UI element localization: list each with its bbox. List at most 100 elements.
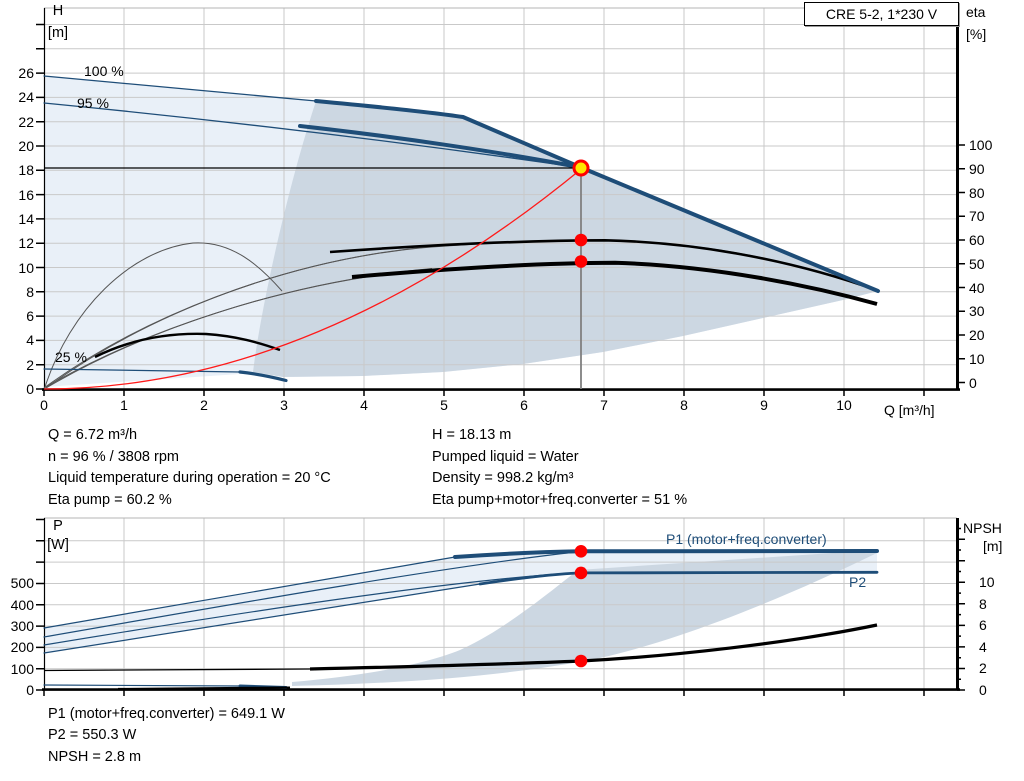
p1-duty-dot [574,545,588,558]
q-tick-label: 7 [600,397,608,413]
eta-tick-label: 0 [969,374,977,391]
p2-band-curve [43,572,572,646]
qh-plot-area[interactable] [44,8,957,390]
npsh-axis-name: NPSH [963,520,1002,536]
qh-axes [42,8,960,391]
q-tick-label: 6 [520,397,528,413]
duty-point-crosshair [44,167,582,389]
npsh-tick-label: 2 [979,660,987,677]
npsh-tick-label: 6 [979,617,987,634]
q-tick-label: 5 [440,397,448,413]
npsh-tick-label: 8 [979,595,987,612]
info-density: Density = 998.2 kg/m³ [432,470,574,486]
qh-tick-marks [36,23,965,396]
p2-max-curve-thin [43,583,481,654]
q-tick-label: 0 [40,397,48,413]
p-tick-label: 400 [10,596,34,613]
p-25-curve-thin [43,684,241,687]
eta-pump-25-curve [44,242,283,388]
p-tick-label: 300 [10,618,34,635]
eta-tick-label: 80 [969,184,985,201]
speed-25-curve-thick [238,370,288,383]
npsh-tick-label: 4 [979,638,987,655]
eta-pump-curve-companion [45,246,433,389]
h-tick-label: 24 [18,89,34,106]
p2-curve-label: P2 [849,574,867,590]
speed-label-95: 95 % [77,95,109,111]
qh-curves [43,75,880,383]
qh-gridlines [44,8,957,389]
p-tick-label: 100 [10,660,34,677]
q-tick-label: 2 [200,397,208,413]
p-tick-label: 200 [10,639,34,656]
info-flow: Q = 6.72 m³/h [48,427,138,443]
info-npsh: NPSH = 2.8 m [48,749,142,765]
eta-tick-label: 50 [969,255,985,272]
q-tick-label: 10 [836,397,852,413]
eta-pump-duty-dot [574,233,588,247]
q-tick-label: 3 [280,397,288,413]
q-tick-label: 1 [120,397,128,413]
power-axes [42,518,960,691]
h-tick-label: 16 [18,186,34,203]
h-tick-label: 18 [18,162,34,179]
h-tick-label: 10 [18,259,34,276]
p1-band-curve [43,551,577,638]
h-tick-label: 22 [18,113,34,130]
duty-point[interactable] [572,159,590,177]
h-tick-label: 2 [26,356,34,373]
max-curve-thick [314,99,880,293]
eta-tick-label: 100 [969,137,993,153]
npsh-tick-label: 0 [979,682,987,698]
p2-duty-dot [574,566,588,580]
eta-tick-label: 30 [969,303,985,320]
speed-100-curve-thin [43,75,317,102]
h-tick-label: 12 [18,235,34,252]
p-tick-label: 500 [10,575,34,592]
h-tick-label: 0 [26,381,34,397]
info-head: H = 18.13 m [432,427,512,443]
q-tick-label: 9 [760,397,768,413]
info-temperature: Liquid temperature during operation = 20… [48,470,331,486]
eta-tick-label: 90 [969,160,985,177]
eta-tick-label: 40 [969,279,985,296]
info-p2: P2 = 550.3 W [48,727,137,743]
eta-axis-name: eta [966,4,986,20]
eta-tick-label: 70 [969,208,985,225]
p-tick-label: 0 [26,682,34,698]
info-liquid: Pumped liquid = Water [432,449,579,465]
speed-25-curve-thin [43,368,241,373]
npsh-tick-label: 10 [979,574,995,591]
info-p1: P1 (motor+freq.converter) = 649.1 W [48,706,285,722]
eta-curves [43,238,878,389]
eta-pump-curve [329,238,877,292]
eta-total-curve [351,260,878,306]
q-tick-label: 8 [680,397,688,413]
npsh-duty-dot [574,654,588,668]
npsh-axis-unit: [m] [983,538,1003,554]
h-tick-label: 8 [26,283,34,300]
eta-total-duty-dot [574,255,588,268]
eta-tick-label: 20 [969,327,985,343]
system-curve [43,168,583,390]
speed-label-100: 100 % [84,63,124,79]
eta-tick-label: 10 [969,350,985,367]
eta-axis-unit: [%] [966,26,987,42]
pump-type-box: CRE 5-2, 1*230 V [804,2,959,26]
h-tick-label: 6 [26,308,34,325]
q-tick-label: 4 [360,397,368,413]
eta-total-25-curve [94,332,281,359]
duty-speed-curve-thick [298,124,583,170]
speed-95-curve [43,102,577,168]
npsh-curve-thin [43,668,311,672]
info-speed: n = 96 % / 3808 rpm [48,449,179,465]
eta-tick-label: 60 [969,232,985,248]
h-axis-name: H [52,3,64,19]
h-tick-label: 14 [18,210,34,227]
p1-curve-label: P1 (motor+freq.converter) [666,531,827,547]
info-eta-pump: Eta pump = 60.2 % [48,492,172,508]
h-tick-label: 20 [18,138,34,154]
q-axis-title: Q [m³/h] [884,402,935,418]
